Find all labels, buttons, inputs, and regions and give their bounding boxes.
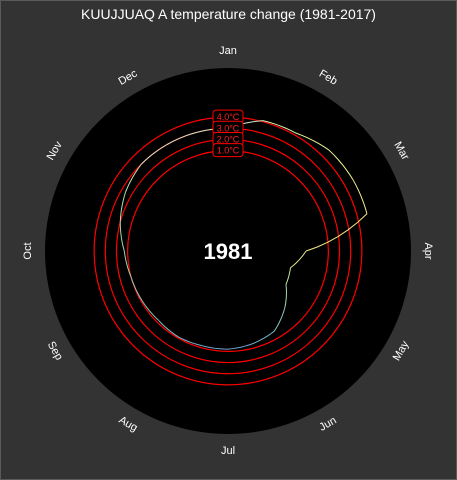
series-segment <box>140 144 167 165</box>
series-segment <box>125 163 142 193</box>
series-segment <box>119 191 127 223</box>
series-segment <box>352 178 368 214</box>
month-label-feb: Feb <box>317 68 339 88</box>
month-label-jan: Jan <box>219 45 237 57</box>
month-label-nov: Nov <box>45 139 65 162</box>
temperature-spiral-series <box>119 120 368 350</box>
series-segment <box>202 345 229 350</box>
month-label-may: May <box>391 339 412 363</box>
series-segment <box>166 132 197 146</box>
ring-label: 3.0°C <box>217 123 240 133</box>
ring-label: 1.0°C <box>217 146 240 156</box>
month-label-jul: Jul <box>221 445 235 457</box>
month-label-mar: Mar <box>391 140 411 163</box>
series-segment <box>130 276 143 301</box>
month-label-jun: Jun <box>317 414 338 433</box>
series-segment <box>284 284 287 308</box>
month-label-oct: Oct <box>22 242 34 259</box>
ring-label-box <box>212 143 244 158</box>
series-segment <box>141 300 159 321</box>
series-segment <box>305 213 368 252</box>
current-year-label: 1981 <box>204 239 253 264</box>
series-segment <box>262 120 297 134</box>
series-segment <box>252 330 275 345</box>
month-label-apr: Apr <box>422 242 434 259</box>
series-segment <box>227 343 253 350</box>
series-segment <box>328 149 354 180</box>
month-label-sep: Sep <box>45 339 65 362</box>
month-label-dec: Dec <box>116 67 139 87</box>
series-segment <box>290 250 307 269</box>
ring-labels: 4.0°C3.0°C2.0°C 1.0°C <box>212 109 244 158</box>
plot-disc <box>45 68 411 434</box>
series-segment <box>158 320 179 338</box>
ring-label: 4.0°C <box>217 112 240 122</box>
series-segment <box>178 336 203 347</box>
series-segment <box>273 307 286 332</box>
ring-label: 2.0°C <box>217 134 240 144</box>
series-segment <box>285 267 291 285</box>
chart-title: KUUJJUAQ A temperature change (1981-2017… <box>81 6 376 22</box>
series-segment <box>295 132 330 151</box>
series-segment <box>123 250 132 278</box>
series-segment <box>119 222 125 252</box>
month-label-aug: Aug <box>117 414 140 434</box>
